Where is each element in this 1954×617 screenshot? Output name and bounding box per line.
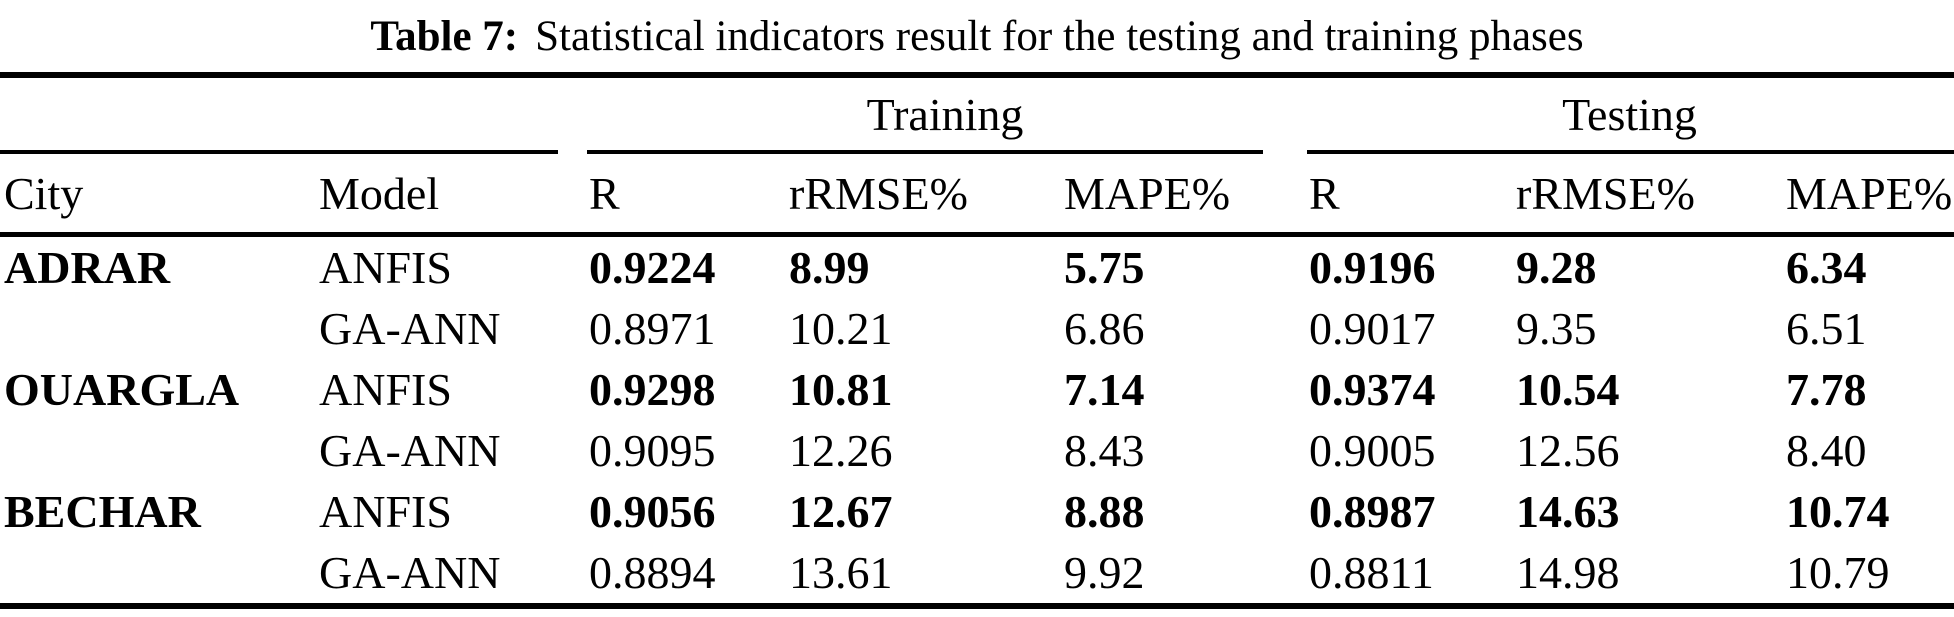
cell-training-rrmse: 13.61 [789,547,893,598]
group-header-spacer [0,75,585,150]
column-header-city: City [4,168,84,219]
group-header-testing: Testing [1562,88,1697,140]
cell-testing-r: 0.9017 [1309,303,1436,354]
rule-segment [1307,150,1954,154]
table-row: GA-ANN 0.8971 10.21 6.86 0.9017 9.35 6.5… [0,298,1954,359]
cmidrule-testing [1305,150,1954,155]
cmidrule-row [0,150,1954,155]
cell-training-mape: 9.92 [1064,547,1145,598]
cell-training-r: 0.8971 [589,303,716,354]
cell-training-rrmse: 10.21 [789,303,893,354]
cell-city [0,298,315,359]
column-header-testing-mape: MAPE% [1786,168,1953,219]
cell-testing-mape: 10.79 [1786,547,1890,598]
cell-model: GA-ANN [319,303,501,354]
cmidrule-city-model [0,150,585,155]
column-header-training-mape: MAPE% [1064,168,1231,219]
column-header-row: City Model R rRMSE% MAPE% R rRMSE% MAPE% [0,155,1954,235]
column-header-training-r: R [589,168,620,219]
cell-testing-mape: 10.74 [1786,486,1890,537]
table-row: OUARGLA ANFIS 0.9298 10.81 7.14 0.9374 1… [0,359,1954,420]
cell-testing-r: 0.9196 [1305,232,1513,298]
cell-model: ANFIS [319,486,452,537]
cell-model: GA-ANN [319,425,501,476]
cmidrule-training [585,150,1305,155]
cell-training-r: 0.9056 [589,486,716,537]
cell-testing-r: 0.8811 [1309,547,1434,598]
cell-training-rrmse: 8.99 [785,232,1060,298]
cell-city: BECHAR [4,486,201,537]
column-header-testing-r: R [1309,168,1340,219]
cell-training-mape: 8.88 [1064,486,1145,537]
cell-training-mape: 7.14 [1064,364,1145,415]
table-caption: Table 7: Statistical indicators result f… [0,0,1954,72]
cell-city: ADRAR [0,232,315,298]
cell-testing-mape: 7.78 [1786,364,1867,415]
column-header-training-rrmse: rRMSE% [789,168,968,219]
cell-testing-rrmse: 12.56 [1516,425,1620,476]
caption-label: Table 7: [370,12,519,60]
table-row: ADRAR ANFIS 0.9224 8.99 5.75 0.9196 9.28… [0,232,1954,298]
cell-testing-rrmse: 14.98 [1516,547,1620,598]
column-header-model: Model [319,168,440,219]
cell-training-r: 0.9224 [585,232,785,298]
table-row: GA-ANN 0.8894 13.61 9.92 0.8811 14.98 10… [0,542,1954,606]
cell-training-r: 0.9095 [589,425,716,476]
table-row: GA-ANN 0.9095 12.26 8.43 0.9005 12.56 8.… [0,420,1954,481]
cell-city [0,542,315,606]
cell-testing-r: 0.9005 [1309,425,1436,476]
cell-training-mape: 5.75 [1060,232,1306,298]
cell-city [0,420,315,481]
cell-training-r: 0.8894 [589,547,716,598]
caption-text: Statistical indicators result for the te… [535,12,1584,60]
cell-testing-mape: 8.40 [1786,425,1867,476]
cell-model: ANFIS [315,232,585,298]
cell-testing-r: 0.9374 [1309,364,1436,415]
column-header-testing-rrmse: rRMSE% [1516,168,1695,219]
cell-testing-rrmse: 10.54 [1516,364,1620,415]
cell-city: OUARGLA [4,364,240,415]
cell-training-rrmse: 10.81 [789,364,893,415]
statistical-indicators-table: Training Testing City Model R rRMSE% MAP… [0,72,1954,609]
rule-segment [587,150,1264,154]
cell-testing-r: 0.8987 [1309,486,1436,537]
cell-testing-rrmse: 9.28 [1512,232,1783,298]
table-row: BECHAR ANFIS 0.9056 12.67 8.88 0.8987 14… [0,481,1954,542]
group-header-training: Training [866,88,1024,140]
group-header-row: Training Testing [0,75,1954,150]
cell-testing-rrmse: 14.63 [1516,486,1620,537]
cell-testing-mape: 6.51 [1786,303,1867,354]
rule-segment [0,150,558,154]
cell-training-rrmse: 12.26 [789,425,893,476]
cell-model: ANFIS [319,364,452,415]
cell-model: GA-ANN [319,547,501,598]
cell-testing-mape: 6.34 [1782,232,1954,298]
cell-training-mape: 8.43 [1064,425,1145,476]
cell-training-rrmse: 12.67 [789,486,893,537]
cell-training-r: 0.9298 [589,364,716,415]
cell-testing-rrmse: 9.35 [1516,303,1597,354]
cell-training-mape: 6.86 [1064,303,1145,354]
